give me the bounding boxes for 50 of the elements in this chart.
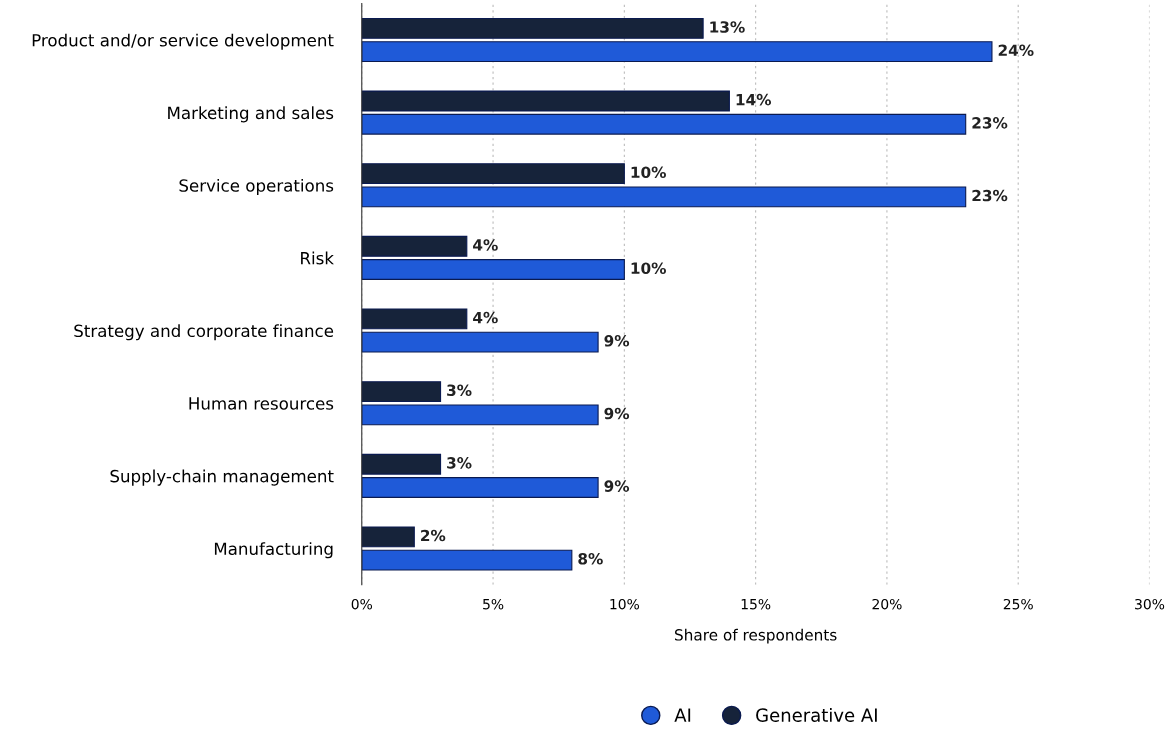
data-label: 3% — [447, 457, 472, 469]
y-tick-label: Manufacturing — [214, 542, 333, 559]
bar — [361, 381, 442, 403]
x-tick-label: 25% — [1003, 598, 1033, 610]
data-label: 23% — [972, 117, 1008, 129]
data-label: 8% — [578, 552, 603, 565]
bar — [361, 331, 599, 353]
data-label: 2% — [421, 529, 446, 542]
y-tick-label: Marketing and sales — [168, 106, 334, 123]
data-label: 10% — [631, 262, 666, 274]
x-tick-label: 0% — [351, 598, 373, 610]
y-tick-label: Risk — [301, 251, 334, 265]
bar — [361, 90, 730, 112]
legend-label: Generative AI — [756, 707, 877, 722]
bar — [361, 549, 573, 571]
bar — [361, 453, 442, 475]
data-label: 10% — [631, 166, 666, 179]
bar — [361, 113, 967, 135]
bar — [361, 259, 625, 280]
bar — [361, 186, 967, 208]
legend-label: AI — [674, 708, 691, 722]
data-label: 9% — [604, 480, 630, 492]
x-tick-label: 20% — [872, 598, 902, 610]
x-tick-label: 15% — [741, 598, 771, 610]
x-tick-label: 30% — [1135, 598, 1165, 610]
y-tick-label: Strategy and corporate finance — [74, 324, 334, 341]
data-label: 24% — [998, 44, 1034, 57]
bar — [361, 17, 704, 39]
bar — [361, 41, 993, 63]
y-tick-label: Product and/or service development — [32, 33, 334, 50]
bar — [361, 477, 599, 498]
x-tick-label: 5% — [483, 598, 504, 610]
bar — [361, 163, 625, 185]
y-tick-label: Supply-chain management — [110, 469, 334, 486]
bar — [361, 526, 415, 548]
x-axis-title: Share of respondents — [675, 628, 837, 644]
bar — [361, 404, 599, 426]
y-tick-label: Human resources — [189, 397, 334, 410]
y-tick-label: Service operations — [179, 178, 334, 196]
bar — [361, 308, 468, 330]
data-label: 4% — [473, 239, 498, 251]
data-label: 13% — [710, 21, 745, 33]
x-tick-label: 10% — [610, 598, 640, 610]
bar — [361, 235, 468, 257]
data-label: 23% — [972, 189, 1008, 202]
data-label: 9% — [604, 407, 630, 420]
data-label: 4% — [473, 311, 498, 324]
data-label: 3% — [447, 384, 472, 396]
data-label: 14% — [736, 93, 772, 106]
data-label: 9% — [604, 335, 630, 347]
